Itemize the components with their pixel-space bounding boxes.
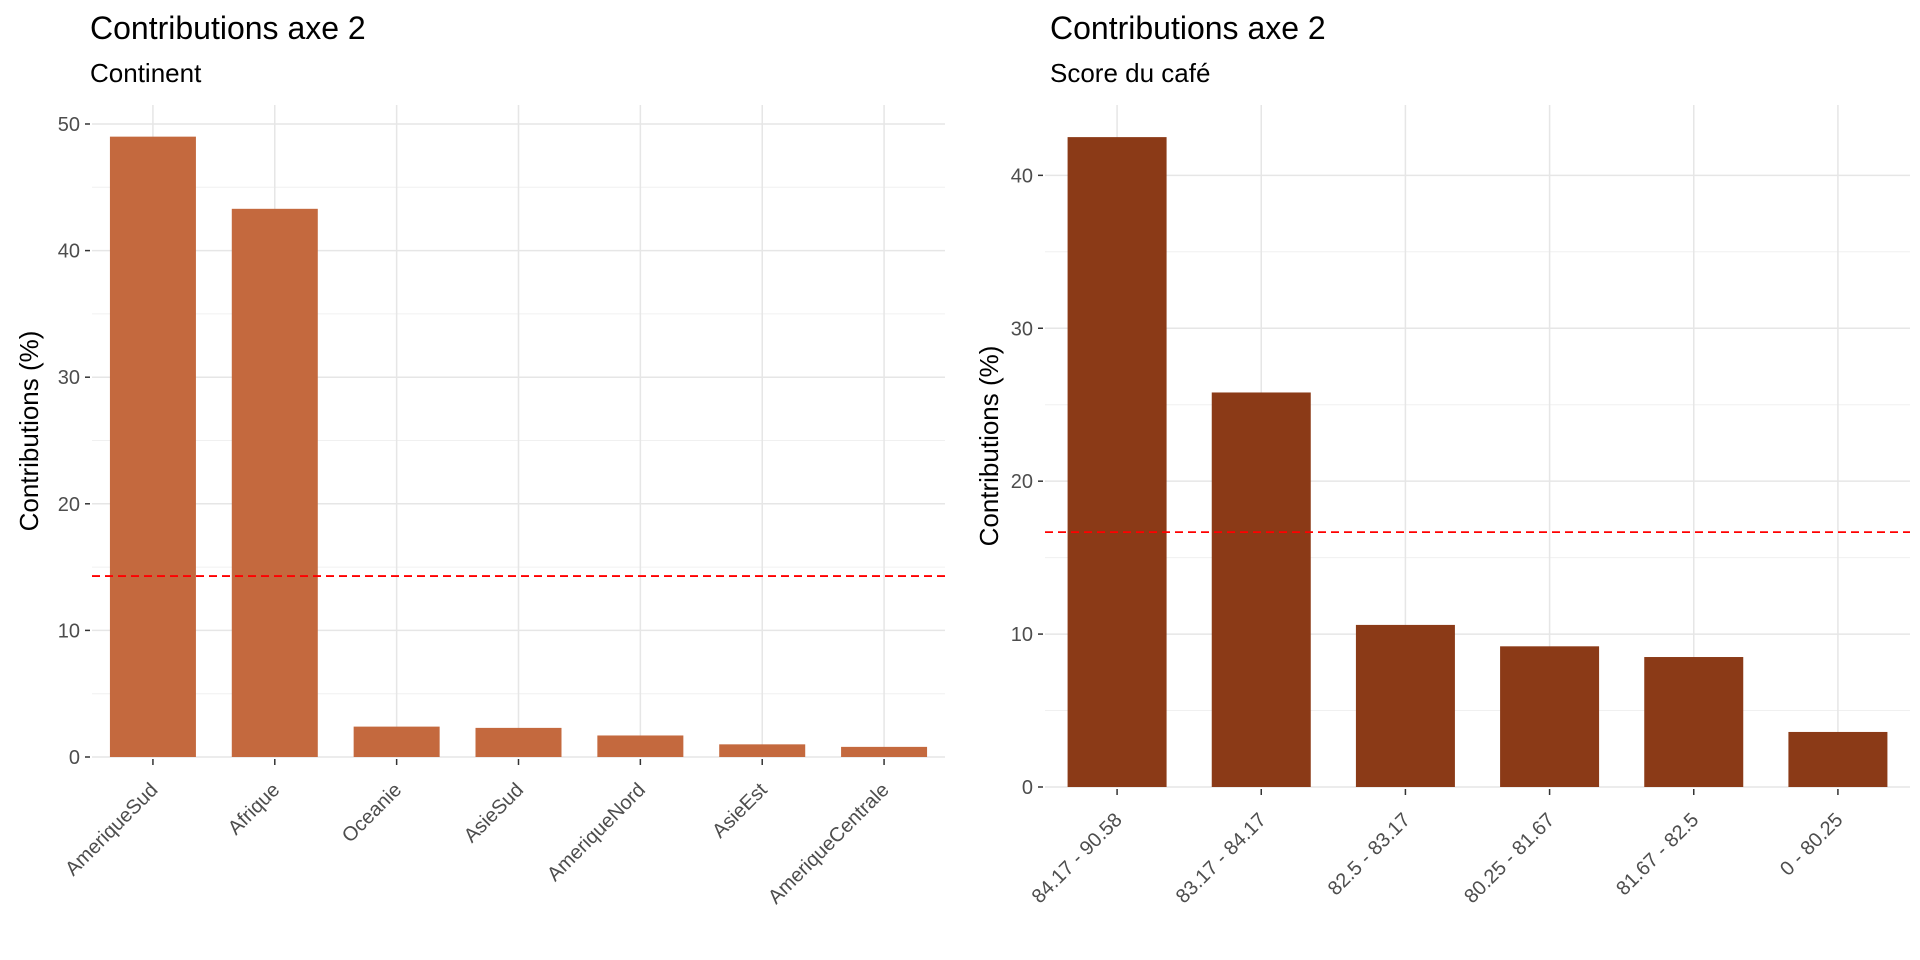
x-tick-label: AsieSud [460,779,528,847]
x-tick-label: 83.17 - 84.17 [1172,809,1271,908]
x-tick-label: Afrique [224,779,284,839]
y-tick-label: 40 [1011,165,1033,187]
y-tick-label: 30 [58,367,80,389]
chart-panel-continent: Contributions axe 2 Continent 0 10 20 30 40 5… [14,10,945,909]
y-tick-label: 40 [58,241,80,263]
x-tick-label: Oceanie [338,779,406,847]
chart-subtitle: Score du café [1050,58,1211,88]
bar-0 - 80.25 [1788,731,1888,787]
y-tick-label: 20 [1011,471,1033,493]
y-tick-label: 10 [58,620,80,642]
y-tick-label: 0 [69,747,80,769]
bar-84.17 - 90.58 [1067,137,1167,787]
x-tick-label: 80.25 - 81.67 [1460,809,1559,908]
bar-chart-score-cafe: 0 10 20 30 40 84.17 - 90.58 83.17 - 84.17 82.5 … [974,105,1910,908]
bar-Oceanie [353,726,440,757]
x-tick-label: AsieEst [708,779,772,843]
bar-AsieSud [475,727,562,757]
bar-AmeriqueNord [597,735,684,757]
chart-title: Contributions axe 2 [1050,10,1326,46]
y-tick-label: 10 [1011,624,1033,646]
bar-AsieEst [719,744,806,757]
bar-chart-continent: 0 10 20 30 40 50 AmeriqueSud Afrique Oceanie Asie… [14,105,945,909]
x-tick-label: AmeriqueSud [61,779,162,880]
chart-title: Contributions axe 2 [90,10,366,46]
chart-panel-score-cafe: Contributions axe 2 Score du café 0 10 20 3… [960,0,1920,960]
bar-AmeriqueSud [109,136,196,757]
x-tick-label: 81.67 - 82.5 [1612,809,1703,900]
bar-Afrique [231,208,318,757]
y-tick-label: 20 [58,494,80,516]
bar-AmeriqueCentrale [841,746,928,757]
x-tick-label: 0 - 80.25 [1776,809,1847,880]
y-tick-label: 0 [1022,777,1033,799]
y-axis-title: Contributions (%) [974,346,1004,547]
y-tick-label: 30 [1011,318,1033,340]
bar-82.5 - 83.17 [1355,624,1455,787]
x-tick-label: AmeriqueCentrale [764,779,894,909]
bar-81.67 - 82.5 [1644,657,1744,787]
bar-80.25 - 81.67 [1500,646,1600,787]
y-axis-title: Contributions (%) [14,331,44,532]
x-tick-label: AmeriqueNord [543,779,650,886]
y-tick-label: 50 [58,114,80,136]
x-tick-label: 84.17 - 90.58 [1028,809,1127,908]
x-tick-label: 82.5 - 83.17 [1324,809,1415,900]
chart-subtitle: Continent [90,58,202,88]
bar-83.17 - 84.17 [1211,392,1311,787]
